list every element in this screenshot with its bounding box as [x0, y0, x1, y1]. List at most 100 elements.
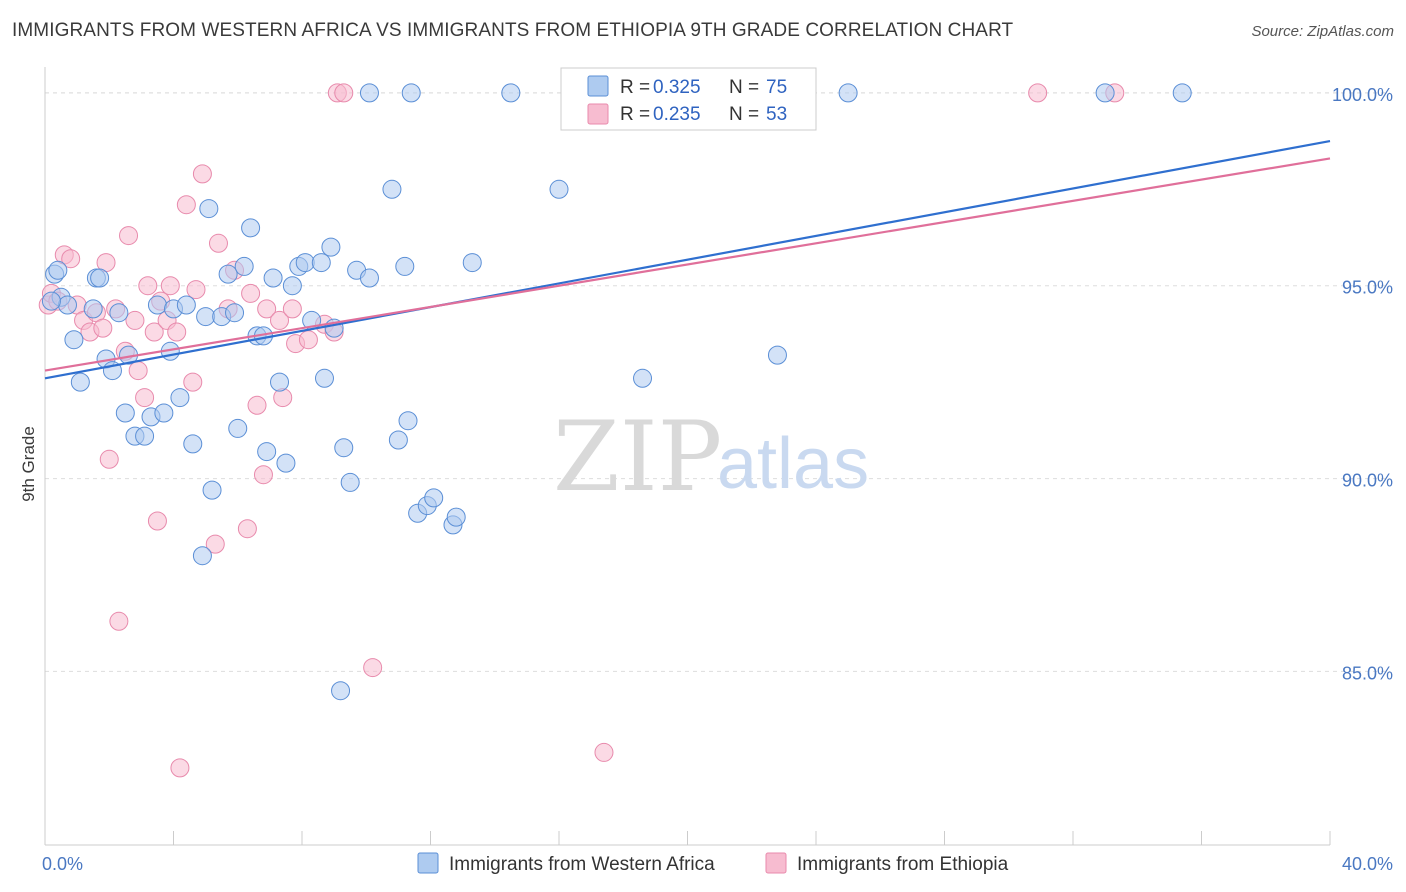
data-point-blue: [176, 295, 196, 315]
data-point-blue: [64, 330, 84, 350]
bottom-legend-blue-swatch: [417, 852, 439, 874]
watermark: ZIP atlas: [553, 401, 869, 513]
data-point-blue: [388, 430, 408, 450]
data-point-blue: [183, 434, 203, 454]
x-tick-label-min: 0.0%: [42, 854, 83, 874]
legend-pink-r-value: 0.235: [653, 104, 701, 125]
data-point-blue: [359, 83, 379, 103]
legend-pink-swatch: [587, 103, 609, 125]
series-legend: Immigrants from Western Africa Immigrant…: [417, 852, 1009, 875]
legend-blue-r-value: 0.325: [653, 77, 701, 98]
data-point-blue: [321, 237, 341, 257]
data-point-blue: [115, 403, 135, 423]
legend-pink-n-value: 53: [766, 104, 787, 125]
data-point-blue: [401, 83, 421, 103]
watermark-atlas: atlas: [717, 424, 869, 504]
data-point-blue: [41, 291, 61, 311]
data-point-blue: [446, 507, 466, 527]
data-point-blue: [202, 480, 222, 500]
correlation-legend: R = 0.325 N = 75 R = 0.235 N = 53: [560, 67, 817, 131]
data-point-pink: [99, 449, 119, 469]
data-point-pink: [144, 322, 164, 342]
y-tick-label: 95.0%: [1342, 278, 1393, 298]
data-point-blue: [276, 453, 296, 473]
data-point-blue: [199, 199, 219, 219]
data-point-pink: [128, 361, 148, 381]
legend-pink-r-label: R =: [620, 104, 650, 125]
data-point-blue: [57, 295, 77, 315]
data-point-blue: [838, 83, 858, 103]
data-point-pink: [125, 310, 145, 330]
data-point-blue: [462, 253, 482, 273]
y-tick-label: 85.0%: [1342, 663, 1393, 683]
data-point-blue: [334, 438, 354, 458]
data-point-pink: [298, 330, 318, 350]
data-point-pink: [61, 249, 81, 269]
series-western-africa-points: [41, 83, 1192, 701]
data-point-blue: [196, 307, 216, 327]
data-point-blue: [314, 368, 334, 388]
data-point-pink: [257, 299, 277, 319]
data-point-blue: [218, 264, 238, 284]
data-point-blue: [135, 426, 155, 446]
data-point-pink: [270, 310, 290, 330]
data-point-pink: [253, 465, 273, 485]
legend-pink-n-label: N =: [729, 104, 759, 125]
trend-lines: [44, 139, 1331, 380]
data-point-blue: [83, 299, 103, 319]
data-point-pink: [208, 233, 228, 253]
data-point-pink: [138, 276, 158, 296]
legend-blue-swatch: [587, 75, 609, 97]
data-point-pink: [247, 395, 267, 415]
y-tick-labels: 85.0% 90.0% 95.0% 100.0%: [1332, 85, 1393, 684]
data-point-blue: [424, 488, 444, 508]
data-point-blue: [228, 418, 248, 438]
data-point-pink: [282, 299, 302, 319]
trend-line-blue: [44, 139, 1331, 380]
data-point-pink: [237, 519, 257, 539]
data-point-blue: [147, 295, 167, 315]
chart-title: IMMIGRANTS FROM WESTERN AFRICA VS IMMIGR…: [12, 20, 1014, 41]
data-point-blue: [295, 253, 315, 273]
data-point-blue: [234, 256, 254, 276]
data-point-blue: [549, 179, 569, 199]
data-point-blue: [331, 681, 351, 701]
data-point-blue: [1172, 83, 1192, 103]
bottom-legend-pink-swatch: [765, 852, 787, 874]
data-point-pink: [183, 372, 203, 392]
data-point-pink: [109, 611, 129, 631]
data-point-blue: [398, 411, 418, 431]
data-point-blue: [1095, 83, 1115, 103]
data-point-pink: [241, 283, 261, 303]
x-tick-labels: 0.0% 40.0%: [42, 854, 1393, 874]
legend-blue-r-label: R =: [620, 77, 650, 98]
data-point-pink: [170, 758, 190, 778]
data-point-pink: [176, 195, 196, 215]
data-point-pink: [186, 280, 206, 300]
x-tick-label-max: 40.0%: [1342, 854, 1393, 874]
data-point-blue: [257, 442, 277, 462]
data-point-pink: [594, 742, 614, 762]
data-point-blue: [395, 256, 415, 276]
data-point-pink: [119, 226, 139, 246]
y-axis-label: 9th Grade: [19, 426, 38, 502]
data-point-blue: [633, 368, 653, 388]
data-point-blue: [192, 546, 212, 566]
data-point-pink: [160, 276, 180, 296]
data-point-pink: [93, 318, 113, 338]
data-point-pink: [205, 534, 225, 554]
data-point-blue: [382, 179, 402, 199]
data-point-blue: [270, 372, 290, 392]
data-point-blue: [48, 260, 68, 280]
data-point-pink: [363, 658, 383, 678]
data-point-blue: [263, 268, 283, 288]
grid-lines: [45, 92, 1390, 672]
data-point-pink: [273, 388, 293, 408]
data-point-blue: [225, 303, 245, 323]
y-tick-label: 100.0%: [1332, 85, 1393, 105]
watermark-zip: ZIP: [553, 401, 722, 513]
data-point-blue: [241, 218, 261, 238]
data-point-blue: [501, 83, 521, 103]
legend-blue-n-value: 75: [766, 77, 787, 98]
